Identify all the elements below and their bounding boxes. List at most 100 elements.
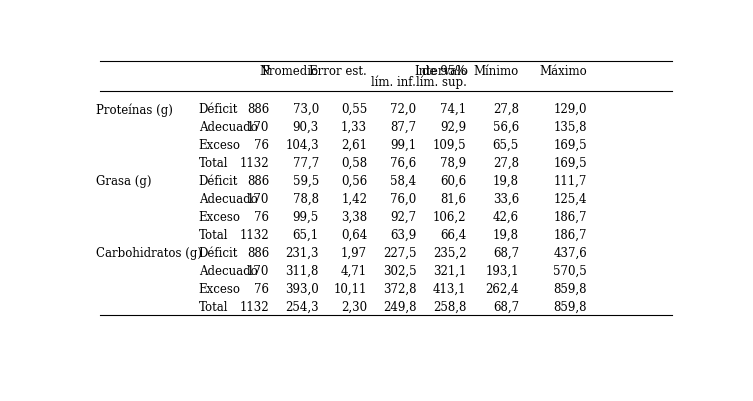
Text: 169,5: 169,5 [553, 157, 587, 170]
Text: 10,11: 10,11 [334, 282, 367, 295]
Text: Exceso: Exceso [199, 282, 241, 295]
Text: 258,8: 258,8 [433, 300, 466, 313]
Text: 78,9: 78,9 [441, 157, 466, 170]
Text: 92,7: 92,7 [390, 211, 416, 223]
Text: Adecuado: Adecuado [199, 192, 258, 205]
Text: 170: 170 [247, 264, 270, 277]
Text: 72,0: 72,0 [390, 103, 416, 116]
Text: 68,7: 68,7 [493, 246, 519, 259]
Text: 0,55: 0,55 [341, 103, 367, 116]
Text: 321,1: 321,1 [433, 264, 466, 277]
Text: 302,5: 302,5 [383, 264, 416, 277]
Text: 42,6: 42,6 [493, 211, 519, 223]
Text: 186,7: 186,7 [553, 228, 587, 241]
Text: Exceso: Exceso [199, 211, 241, 223]
Text: Adecuado: Adecuado [199, 264, 258, 277]
Text: 393,0: 393,0 [285, 282, 319, 295]
Text: Mínimo: Mínimo [474, 65, 519, 78]
Text: 1132: 1132 [239, 300, 270, 313]
Text: 1,97: 1,97 [341, 246, 367, 259]
Text: 111,7: 111,7 [554, 174, 587, 188]
Text: 886: 886 [247, 246, 270, 259]
Text: Proteínas (g): Proteínas (g) [96, 103, 173, 116]
Text: 76: 76 [255, 282, 270, 295]
Text: Déficit: Déficit [199, 246, 238, 259]
Text: 77,7: 77,7 [293, 157, 319, 170]
Text: lím. sup.: lím. sup. [416, 76, 466, 89]
Text: 27,8: 27,8 [493, 103, 519, 116]
Text: 235,2: 235,2 [433, 246, 466, 259]
Text: Grasa (g): Grasa (g) [96, 174, 152, 188]
Text: Promedio: Promedio [262, 65, 319, 78]
Text: 886: 886 [247, 103, 270, 116]
Text: 3,38: 3,38 [341, 211, 367, 223]
Text: 76: 76 [255, 139, 270, 152]
Text: 311,8: 311,8 [285, 264, 319, 277]
Text: 73,0: 73,0 [293, 103, 319, 116]
Text: 90,3: 90,3 [293, 121, 319, 134]
Text: 170: 170 [247, 121, 270, 134]
Text: 68,7: 68,7 [493, 300, 519, 313]
Text: 372,8: 372,8 [383, 282, 416, 295]
Text: 129,0: 129,0 [553, 103, 587, 116]
Text: 0,64: 0,64 [341, 228, 367, 241]
Text: Total: Total [199, 157, 228, 170]
Text: 135,8: 135,8 [553, 121, 587, 134]
Text: 231,3: 231,3 [285, 246, 319, 259]
Text: Total: Total [199, 300, 228, 313]
Text: Error est.: Error est. [309, 65, 367, 78]
Text: 0,56: 0,56 [341, 174, 367, 188]
Text: 19,8: 19,8 [493, 174, 519, 188]
Text: 254,3: 254,3 [285, 300, 319, 313]
Text: 99,5: 99,5 [293, 211, 319, 223]
Text: 66,4: 66,4 [441, 228, 466, 241]
Text: 27,8: 27,8 [493, 157, 519, 170]
Text: 109,5: 109,5 [433, 139, 466, 152]
Text: 0,58: 0,58 [341, 157, 367, 170]
Text: 74,1: 74,1 [441, 103, 466, 116]
Text: 76,6: 76,6 [390, 157, 416, 170]
Text: 63,9: 63,9 [390, 228, 416, 241]
Text: 249,8: 249,8 [383, 300, 416, 313]
Text: Exceso: Exceso [199, 139, 241, 152]
Text: Intervalo: Intervalo [414, 65, 468, 78]
Text: 65,5: 65,5 [492, 139, 519, 152]
Text: 106,2: 106,2 [433, 211, 466, 223]
Text: 169,5: 169,5 [553, 139, 587, 152]
Text: 227,5: 227,5 [383, 246, 416, 259]
Text: lím. inf.: lím. inf. [371, 76, 416, 89]
Text: 59,5: 59,5 [293, 174, 319, 188]
Text: 33,6: 33,6 [492, 192, 519, 205]
Text: 78,8: 78,8 [293, 192, 319, 205]
Text: 76,0: 76,0 [390, 192, 416, 205]
Text: 170: 170 [247, 192, 270, 205]
Text: de 95%: de 95% [422, 65, 466, 78]
Text: 87,7: 87,7 [390, 121, 416, 134]
Text: 1132: 1132 [239, 157, 270, 170]
Text: 2,30: 2,30 [341, 300, 367, 313]
Text: 2,61: 2,61 [341, 139, 367, 152]
Text: 886: 886 [247, 174, 270, 188]
Text: 76: 76 [255, 211, 270, 223]
Text: Máximo: Máximo [539, 65, 587, 78]
Text: N: N [259, 65, 270, 78]
Text: 413,1: 413,1 [433, 282, 466, 295]
Text: 859,8: 859,8 [553, 300, 587, 313]
Text: 437,6: 437,6 [553, 246, 587, 259]
Text: 60,6: 60,6 [441, 174, 466, 188]
Text: 58,4: 58,4 [390, 174, 416, 188]
Text: 81,6: 81,6 [441, 192, 466, 205]
Text: 1,42: 1,42 [341, 192, 367, 205]
Text: 19,8: 19,8 [493, 228, 519, 241]
Text: 125,4: 125,4 [553, 192, 587, 205]
Text: 104,3: 104,3 [285, 139, 319, 152]
Text: 570,5: 570,5 [553, 264, 587, 277]
Text: Déficit: Déficit [199, 174, 238, 188]
Text: Total: Total [199, 228, 228, 241]
Text: 262,4: 262,4 [486, 282, 519, 295]
Text: 56,6: 56,6 [492, 121, 519, 134]
Text: 186,7: 186,7 [553, 211, 587, 223]
Text: 1132: 1132 [239, 228, 270, 241]
Text: Adecuado: Adecuado [199, 121, 258, 134]
Text: 1,33: 1,33 [341, 121, 367, 134]
